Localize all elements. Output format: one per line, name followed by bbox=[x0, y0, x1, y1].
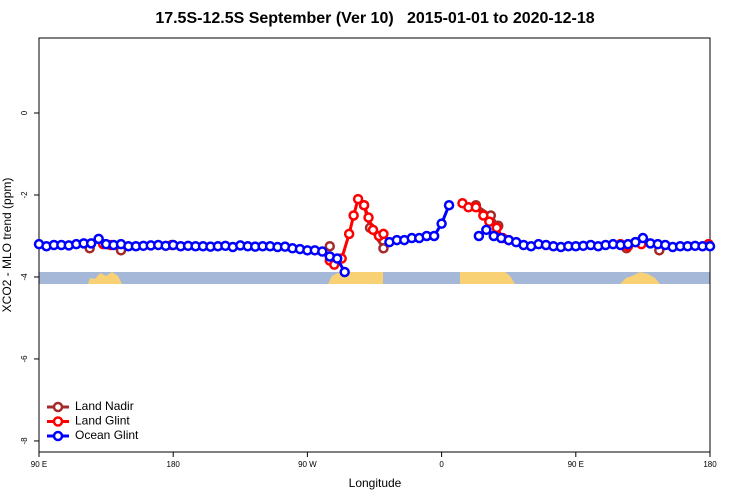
point bbox=[331, 253, 343, 264]
legend-label: Ocean Glint bbox=[75, 428, 139, 442]
map-strip bbox=[39, 272, 710, 284]
x-tick-label: 0 bbox=[439, 460, 444, 469]
point bbox=[85, 238, 97, 249]
point bbox=[358, 199, 370, 211]
x-tick-label: 180 bbox=[703, 460, 717, 469]
x-tick-label: 90 W bbox=[298, 460, 317, 469]
legend-marker bbox=[52, 401, 64, 413]
y-tick-label: 0 bbox=[20, 110, 29, 115]
point bbox=[436, 218, 447, 229]
point bbox=[704, 240, 716, 252]
point bbox=[378, 243, 389, 254]
point bbox=[378, 228, 389, 240]
point bbox=[630, 236, 641, 248]
point bbox=[428, 230, 440, 242]
point bbox=[93, 233, 104, 245]
x-axis-label: Longitude bbox=[349, 476, 402, 490]
y-tick-label: -8 bbox=[20, 437, 29, 445]
legend-marker bbox=[52, 416, 64, 427]
x-tick-label: 180 bbox=[167, 460, 181, 469]
y-axis-label: XCO2 - MLO trend (ppm) bbox=[0, 178, 14, 313]
point bbox=[470, 202, 482, 213]
point bbox=[484, 216, 495, 227]
point bbox=[481, 224, 492, 236]
point bbox=[367, 224, 379, 236]
x-tick-label: 90 E bbox=[31, 460, 47, 469]
point bbox=[637, 232, 649, 244]
y-tick-label: -2 bbox=[20, 191, 29, 199]
point bbox=[352, 193, 364, 205]
legend-label: Land Glint bbox=[75, 414, 130, 428]
point bbox=[339, 266, 350, 278]
point bbox=[348, 210, 359, 221]
legend-marker bbox=[52, 430, 64, 442]
point bbox=[443, 199, 455, 211]
point bbox=[317, 246, 328, 257]
chart-title: 17.5S-12.5S September (Ver 10) 2015-01-0… bbox=[155, 10, 594, 27]
point bbox=[478, 210, 489, 221]
y-tick-label: -4 bbox=[20, 273, 29, 281]
x-tick-label: 90 E bbox=[568, 460, 584, 469]
series-line bbox=[103, 199, 708, 265]
point bbox=[491, 222, 503, 234]
point bbox=[324, 240, 336, 252]
y-tick-label: -6 bbox=[20, 355, 29, 363]
point bbox=[343, 228, 355, 240]
legend-label: Land Nadir bbox=[75, 399, 134, 413]
point bbox=[473, 230, 485, 242]
point bbox=[363, 212, 374, 223]
